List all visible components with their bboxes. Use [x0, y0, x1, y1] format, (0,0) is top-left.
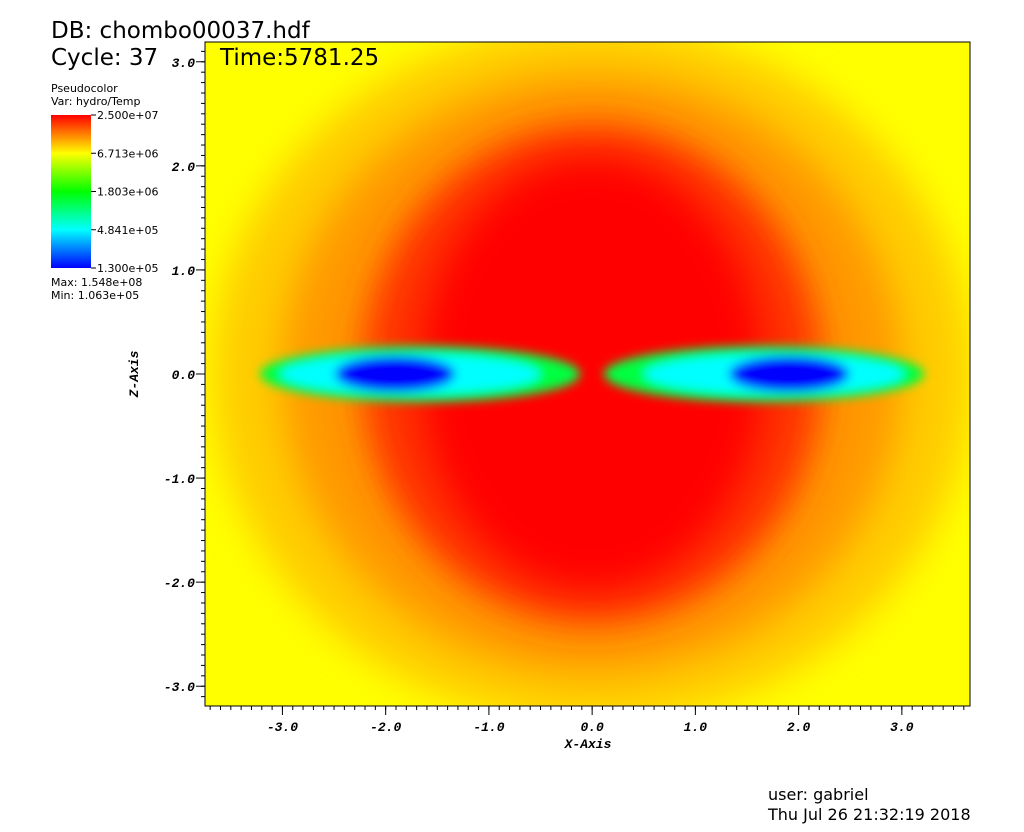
x-tick-label: 0.0	[580, 720, 604, 735]
y-tick-label: -2.0	[164, 576, 195, 591]
field	[205, 42, 970, 706]
colorbar-tick-label: 1.300e+05	[97, 262, 158, 275]
colorbar	[51, 115, 91, 268]
y-tick-label: 2.0	[172, 160, 196, 175]
x-tick-label: 3.0	[890, 720, 914, 735]
var-name: Var: hydro/Temp	[51, 95, 140, 108]
min-label: Min: 1.063e+05	[51, 289, 139, 302]
x-tick-label: -1.0	[473, 720, 504, 735]
y-tick-label: 1.0	[172, 264, 196, 279]
user: user: gabriel	[768, 785, 869, 804]
y-tick-label: 3.0	[172, 56, 196, 71]
x-tick-label: 2.0	[787, 720, 811, 735]
time: Time:5781.25	[219, 45, 379, 71]
x-tick-label: -3.0	[267, 720, 298, 735]
y-axis-title: Z-Axis	[127, 350, 142, 398]
x-axis-title: X-Axis	[564, 737, 612, 752]
colorbar-tick-label: 4.841e+05	[97, 224, 158, 237]
y-tick-label: 0.0	[172, 368, 196, 383]
y-tick-label: -3.0	[164, 680, 195, 695]
y-tick-label: -1.0	[164, 472, 195, 487]
colorbar-tick-label: 6.713e+06	[97, 147, 158, 160]
cycle: Cycle: 37	[51, 45, 158, 71]
colorbar-tick-label: 2.500e+07	[97, 109, 158, 122]
db-name: DB: chombo00037.hdf	[51, 18, 311, 44]
x-tick-label: -2.0	[370, 720, 401, 735]
plot-name: Pseudocolor	[51, 82, 118, 95]
max-label: Max: 1.548e+08	[51, 276, 142, 289]
date: Thu Jul 26 21:32:19 2018	[767, 805, 971, 824]
x-tick-label: 1.0	[684, 720, 708, 735]
colorbar-tick-label: 1.803e+06	[97, 185, 158, 198]
